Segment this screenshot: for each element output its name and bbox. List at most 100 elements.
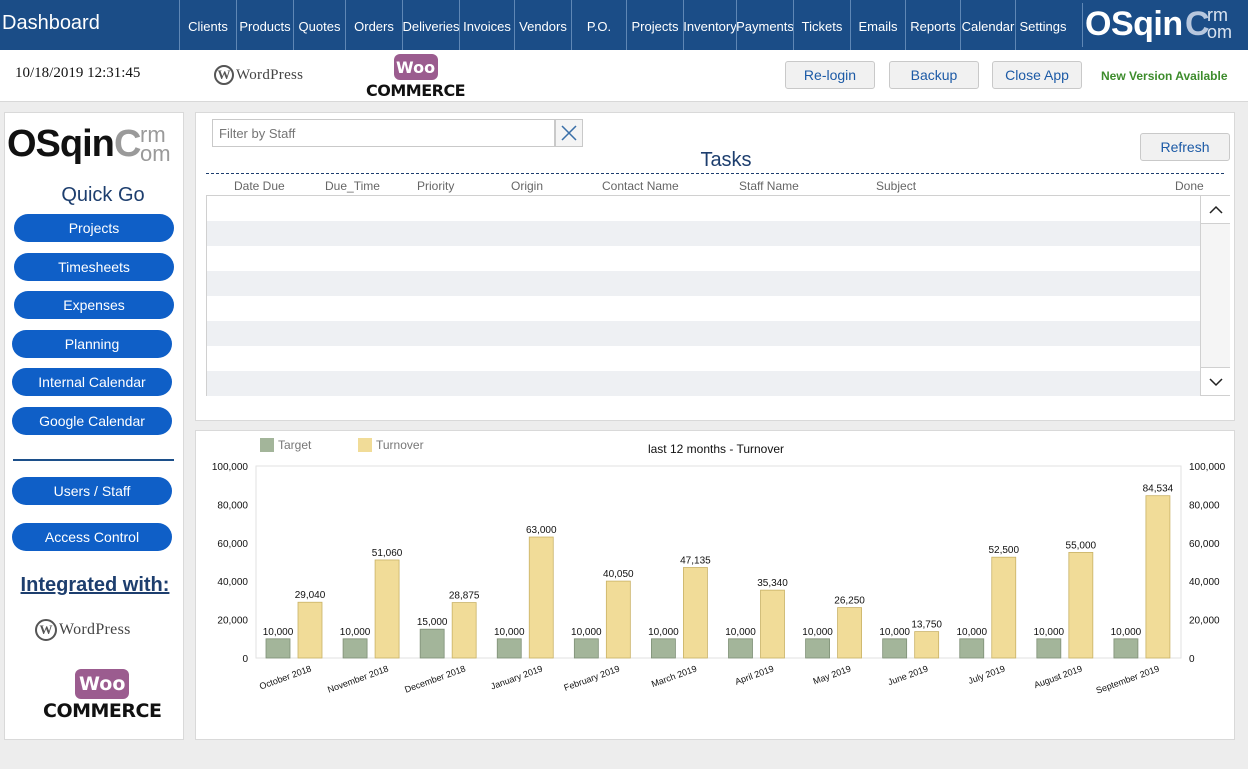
data-label-target: 10,000 <box>879 627 910 638</box>
tasks-scrollbar[interactable] <box>1200 196 1230 395</box>
nav-clients[interactable]: Clients <box>179 0 236 50</box>
table-row[interactable] <box>207 346 1200 371</box>
bar-turnover <box>760 589 785 659</box>
y-tick-right: 40,000 <box>1189 577 1220 588</box>
access-control-button[interactable]: Access Control <box>12 523 172 551</box>
bar-turnover <box>605 580 631 659</box>
y-tick-left: 20,000 <box>217 616 248 627</box>
bar-target <box>265 638 291 659</box>
sidebar-wordpress-logo: W WordPress <box>35 619 131 641</box>
new-version-link[interactable]: New Version Available <box>1101 69 1228 83</box>
bar-target <box>805 638 830 659</box>
close-app-button[interactable]: Close App <box>992 61 1082 89</box>
nav-vendors[interactable]: Vendors <box>514 0 571 50</box>
quick-projects-button[interactable]: Projects <box>14 214 174 242</box>
bar-target <box>342 638 368 659</box>
nav-tickets[interactable]: Tickets <box>793 0 850 50</box>
y-tick-right: 0 <box>1189 654 1195 665</box>
staff-filter-input[interactable] <box>212 119 555 147</box>
quick-expenses-button[interactable]: Expenses <box>14 291 174 319</box>
relogin-button[interactable]: Re-login <box>785 61 875 89</box>
table-row[interactable] <box>207 221 1200 246</box>
nav-emails[interactable]: Emails <box>850 0 905 50</box>
woocommerce-logo: Woo COMMERCE <box>366 54 466 100</box>
bar-turnover <box>837 607 862 659</box>
wordpress-icon: W <box>214 65 234 85</box>
table-row[interactable] <box>207 296 1200 321</box>
nav-products[interactable]: Products <box>236 0 293 50</box>
data-label-turnover: 29,040 <box>295 590 326 601</box>
table-row[interactable] <box>207 321 1200 346</box>
legend-label-target: Target <box>278 438 312 452</box>
table-row[interactable] <box>207 246 1200 271</box>
tasks-header-divider <box>206 173 1224 174</box>
x-tick-label: October 2018 <box>258 663 313 691</box>
table-row[interactable] <box>207 271 1200 296</box>
col-due-time[interactable]: Due_Time <box>325 179 380 193</box>
sidebar-brand-om: om <box>140 141 171 166</box>
clear-filter-button[interactable] <box>555 119 583 147</box>
col-done[interactable]: Done <box>1175 179 1204 193</box>
quick-internal-calendar-button[interactable]: Internal Calendar <box>12 368 172 396</box>
bar-target <box>1036 638 1062 659</box>
x-tick-label: March 2019 <box>650 663 698 689</box>
sidebar: OSqin C rm om Quick Go Projects Timeshee… <box>4 112 184 740</box>
nav-projects[interactable]: Projects <box>626 0 683 50</box>
table-row[interactable] <box>207 371 1200 396</box>
col-priority[interactable]: Priority <box>417 179 455 193</box>
nav-inventory[interactable]: Inventory <box>683 0 737 50</box>
y-tick-right: 60,000 <box>1189 539 1220 550</box>
plot-area <box>255 465 1182 659</box>
brand-logo-c: C <box>1185 5 1210 43</box>
bar-target <box>419 628 445 659</box>
sidebar-divider <box>13 459 174 461</box>
data-label-target: 10,000 <box>263 627 294 638</box>
data-label-turnover: 28,875 <box>449 591 480 602</box>
nav-calendar[interactable]: Calendar <box>960 0 1015 50</box>
nav-quotes[interactable]: Quotes <box>293 0 345 50</box>
users-staff-button[interactable]: Users / Staff <box>12 477 172 505</box>
nav-deliveries[interactable]: Deliveries <box>402 0 460 50</box>
data-label-target: 10,000 <box>340 627 371 638</box>
data-label-turnover: 63,000 <box>526 525 557 536</box>
refresh-button[interactable]: Refresh <box>1140 133 1230 161</box>
data-label-turnover: 26,250 <box>834 596 865 607</box>
data-label-turnover: 55,000 <box>1066 540 1097 551</box>
nav-payments[interactable]: Payments <box>736 0 794 50</box>
nav-reports[interactable]: Reports <box>905 0 960 50</box>
brand-logo-main: OSqin <box>1085 5 1183 43</box>
col-subject[interactable]: Subject <box>876 179 917 193</box>
bar-turnover <box>1145 495 1171 659</box>
nav-invoices[interactable]: Invoices <box>459 0 514 50</box>
x-tick-label: November 2018 <box>326 663 390 694</box>
sidebar-wordpress-icon: W <box>35 619 57 641</box>
sidebar-brand-logo: OSqin C rm om <box>5 119 185 167</box>
col-date-due[interactable]: Date Due <box>234 179 285 193</box>
scroll-up-button[interactable] <box>1201 196 1230 224</box>
data-label-turnover: 52,500 <box>988 545 1019 556</box>
data-label-target: 10,000 <box>802 627 833 638</box>
data-label-turnover: 47,135 <box>680 556 711 567</box>
bar-turnover <box>528 536 554 659</box>
quick-timesheets-button[interactable]: Timesheets <box>14 253 174 281</box>
col-staff-name[interactable]: Staff Name <box>739 179 799 193</box>
backup-button[interactable]: Backup <box>889 61 979 89</box>
scroll-down-button[interactable] <box>1201 367 1230 395</box>
x-tick-label: April 2019 <box>734 663 776 686</box>
quick-google-calendar-button[interactable]: Google Calendar <box>12 407 172 435</box>
bar-turnover <box>451 602 477 659</box>
nav-orders[interactable]: Orders <box>345 0 402 50</box>
col-origin[interactable]: Origin <box>511 179 544 193</box>
table-row[interactable] <box>207 196 1200 221</box>
data-label-target: 10,000 <box>725 627 756 638</box>
x-tick-label: February 2019 <box>563 663 621 692</box>
nav-po[interactable]: P.O. <box>571 0 626 50</box>
current-datetime: 10/18/2019 12:31:45 <box>15 65 141 81</box>
x-tick-label: December 2018 <box>403 663 467 694</box>
nav-settings[interactable]: Settings <box>1015 0 1070 50</box>
col-contact-name[interactable]: Contact Name <box>602 179 679 193</box>
quick-planning-button[interactable]: Planning <box>12 330 172 358</box>
y-tick-right: 20,000 <box>1189 616 1220 627</box>
bar-target <box>959 638 985 659</box>
y-tick-left: 0 <box>242 654 248 665</box>
